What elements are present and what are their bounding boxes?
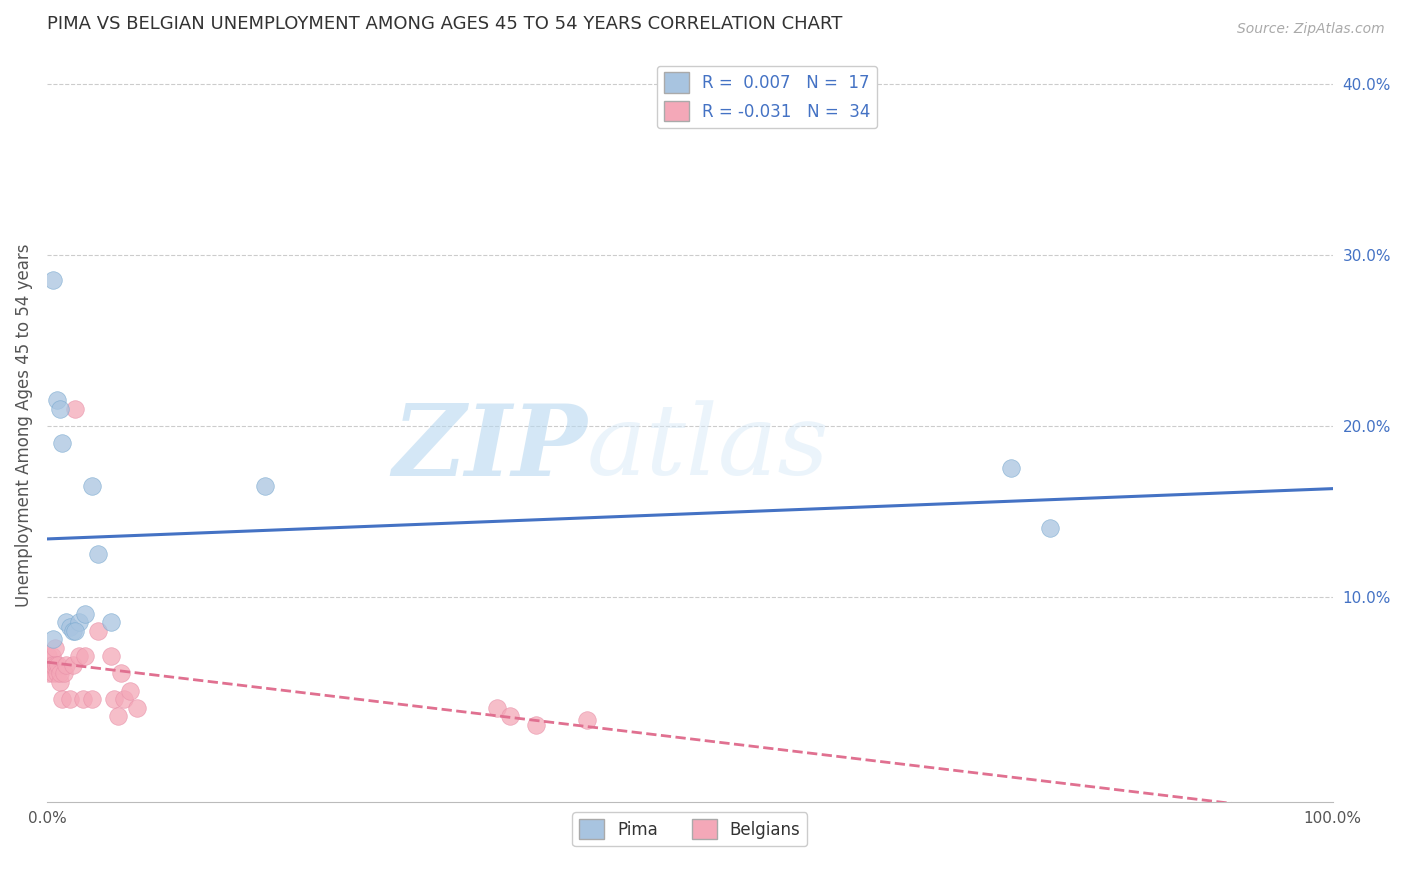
Point [67,649,90,664]
Point [52,666,75,681]
Point [1039,521,1062,535]
Point [55,657,77,672]
Point [120,683,142,698]
Point [48,657,70,672]
Point [254,478,277,492]
Point [42,273,65,287]
Point [48,401,70,416]
Point [48,666,70,681]
Point [63,401,86,416]
Text: ZIP: ZIP [392,400,586,497]
Point [62,657,84,672]
Point [499,709,522,723]
Point [87,624,110,638]
Point [51,692,73,706]
Y-axis label: Unemployment Among Ages 45 to 54 years: Unemployment Among Ages 45 to 54 years [15,244,32,607]
Point [42,632,65,647]
Point [75,649,97,664]
Point [41,649,63,664]
Point [125,700,148,714]
Point [46,393,69,408]
Text: atlas: atlas [586,401,830,496]
Point [103,692,125,706]
Text: Source: ZipAtlas.com: Source: ZipAtlas.com [1237,22,1385,37]
Point [63,624,86,638]
Point [46,666,69,681]
Point [44,640,66,655]
Point [48,675,70,690]
Legend: Pima, Belgians: Pima, Belgians [572,813,807,846]
Point [1000,461,1022,475]
Point [575,713,598,727]
Point [72,692,94,706]
Point [42,666,65,681]
Point [62,624,84,638]
Point [112,692,135,706]
Point [75,607,97,621]
Point [51,435,73,450]
Point [100,615,122,630]
Point [45,657,67,672]
Point [38,666,60,681]
Point [39,657,62,672]
Point [107,709,129,723]
Text: PIMA VS BELGIAN UNEMPLOYMENT AMONG AGES 45 TO 54 YEARS CORRELATION CHART: PIMA VS BELGIAN UNEMPLOYMENT AMONG AGES … [46,15,842,33]
Point [524,717,547,731]
Point [100,649,122,664]
Point [37,649,59,664]
Point [42,657,65,672]
Point [485,700,508,714]
Point [110,666,132,681]
Point [80,692,103,706]
Point [59,692,82,706]
Point [59,620,82,634]
Point [55,615,77,630]
Point [80,478,103,492]
Point [67,615,90,630]
Point [87,547,110,561]
